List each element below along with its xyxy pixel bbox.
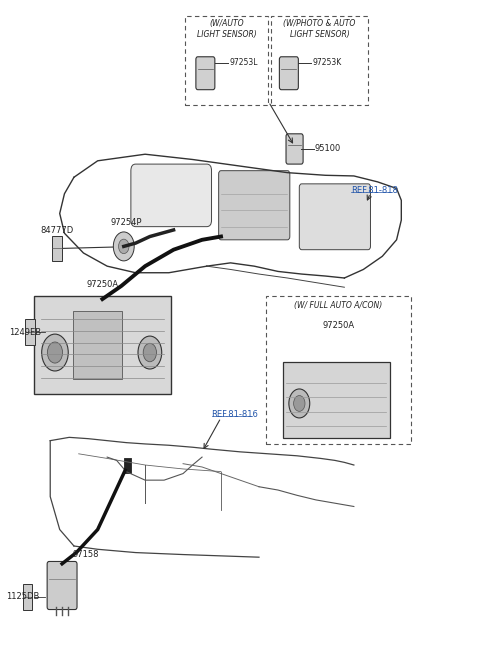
Text: 1125DB: 1125DB	[7, 592, 40, 601]
Circle shape	[113, 232, 134, 261]
FancyBboxPatch shape	[196, 56, 215, 90]
Text: REF.81-816: REF.81-816	[212, 410, 258, 419]
Text: 97158: 97158	[73, 550, 99, 559]
Text: (W/PHOTO & AUTO
LIGHT SENSOR): (W/PHOTO & AUTO LIGHT SENSOR)	[283, 19, 356, 39]
Text: 1249EB: 1249EB	[10, 327, 42, 337]
Circle shape	[294, 396, 305, 411]
Text: REF.81-818: REF.81-818	[351, 186, 398, 195]
Text: 97254P: 97254P	[110, 218, 142, 226]
Circle shape	[138, 336, 162, 369]
FancyBboxPatch shape	[300, 184, 371, 250]
FancyBboxPatch shape	[47, 562, 77, 610]
Text: 95100: 95100	[315, 145, 341, 153]
FancyBboxPatch shape	[34, 296, 171, 394]
Circle shape	[119, 239, 129, 254]
Text: 84777D: 84777D	[41, 226, 74, 235]
FancyBboxPatch shape	[23, 584, 32, 610]
FancyBboxPatch shape	[279, 56, 299, 90]
Text: (W/AUTO
LIGHT SENSOR): (W/AUTO LIGHT SENSOR)	[197, 19, 257, 39]
FancyBboxPatch shape	[283, 362, 390, 438]
Text: 97250A: 97250A	[86, 280, 119, 290]
Text: (W/ FULL AUTO A/CON): (W/ FULL AUTO A/CON)	[294, 301, 383, 310]
Circle shape	[42, 334, 68, 371]
Circle shape	[143, 343, 156, 362]
Circle shape	[289, 389, 310, 418]
FancyBboxPatch shape	[131, 164, 212, 226]
FancyBboxPatch shape	[25, 319, 35, 345]
Circle shape	[48, 342, 62, 363]
FancyBboxPatch shape	[286, 134, 303, 164]
Text: 97253L: 97253L	[229, 58, 258, 67]
FancyBboxPatch shape	[124, 458, 132, 473]
Text: 97253K: 97253K	[312, 58, 342, 67]
FancyBboxPatch shape	[52, 236, 62, 261]
FancyBboxPatch shape	[73, 311, 122, 379]
FancyBboxPatch shape	[219, 171, 290, 240]
Text: 97250A: 97250A	[323, 321, 355, 330]
